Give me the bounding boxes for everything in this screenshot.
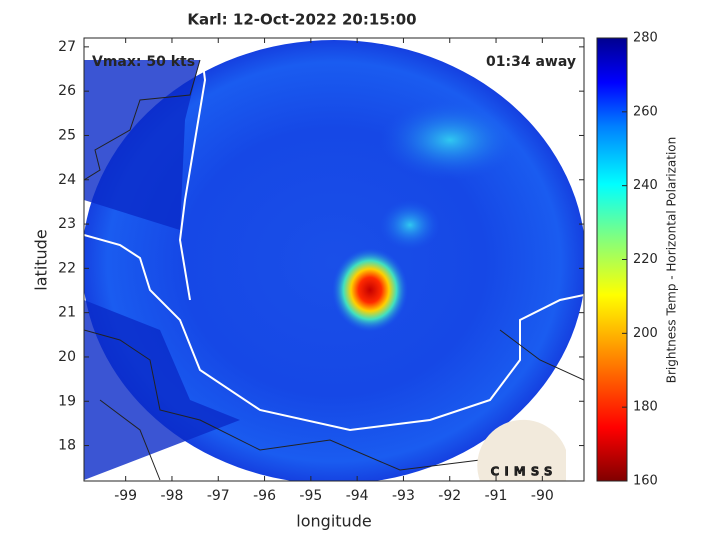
x-tick-label: -91	[485, 488, 508, 504]
x-tick-label: -92	[438, 488, 461, 504]
colorbar-tick-label: 260	[633, 104, 658, 119]
annotation: Vmax: 50 kts	[92, 54, 195, 70]
x-axis-label: longitude	[296, 512, 371, 531]
y-tick-label: 19	[58, 393, 76, 409]
x-tick-label: -96	[253, 488, 276, 504]
colorbar-tick-label: 220	[633, 252, 658, 267]
y-tick-label: 24	[58, 172, 76, 188]
colorbar-tick-label: 280	[633, 31, 658, 46]
y-axis-label: latitude	[32, 229, 51, 290]
plot-box	[83, 37, 585, 482]
map-image	[84, 38, 584, 481]
y-tick-label: 26	[58, 83, 76, 99]
y-tick-label: 21	[58, 305, 76, 321]
y-tick-label: 22	[58, 260, 76, 276]
logo-text: CIMSS	[491, 465, 558, 479]
annotation: 01:34 away	[486, 54, 576, 70]
colorbar-tick-label: 240	[633, 178, 658, 193]
y-tick-label: 23	[58, 216, 76, 232]
x-tick-label: -97	[207, 488, 230, 504]
colorbar-tick-label: 180	[633, 400, 658, 415]
colorbar-label: Brightness Temp - Horizontal Polarizatio…	[665, 137, 679, 384]
y-tick-label: 18	[58, 438, 76, 454]
x-tick-label: -90	[531, 488, 554, 504]
x-tick-label: -93	[392, 488, 415, 504]
colorbar-tick-label: 200	[633, 326, 658, 341]
y-tick-label: 20	[58, 349, 76, 365]
x-tick-label: -99	[114, 488, 137, 504]
x-tick-label: -95	[299, 488, 322, 504]
y-tick-label: 25	[58, 127, 76, 143]
y-tick-label: 27	[58, 39, 76, 55]
x-tick-label: -94	[346, 488, 369, 504]
colorbar-tick-label: 160	[633, 474, 658, 489]
title: Karl: 12-Oct-2022 20:15:00	[187, 11, 416, 29]
x-tick-label: -98	[161, 488, 184, 504]
